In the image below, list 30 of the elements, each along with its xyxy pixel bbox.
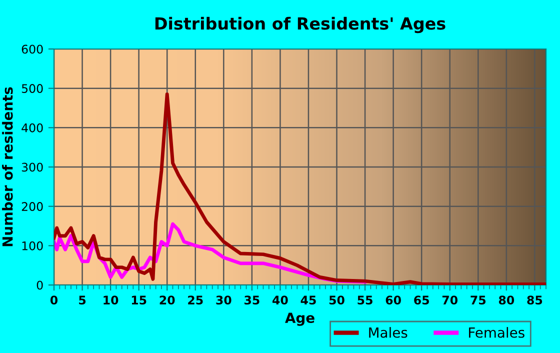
legend-label: Females — [469, 327, 524, 338]
y-tick-label: 300 — [22, 162, 43, 172]
y-tick-label: 200 — [22, 202, 43, 211]
x-tick-label: 70 — [442, 296, 458, 305]
x-axis-title: Age — [285, 312, 314, 326]
x-tick-label: 40 — [272, 296, 288, 305]
x-tick-label: 75 — [470, 296, 486, 305]
y-tick-label: 600 — [22, 44, 43, 54]
x-tick-label: 25 — [188, 296, 203, 305]
x-tick-label: 0 — [50, 296, 58, 305]
chart-title: Distribution of Residents' Ages — [155, 16, 446, 34]
y-tick-label: 100 — [22, 241, 43, 250]
x-tick-label: 20 — [160, 296, 175, 305]
x-tick-label: 10 — [104, 296, 118, 305]
x-tick-label: 55 — [358, 296, 372, 305]
x-tick-label: 45 — [300, 296, 316, 305]
x-tick-label: 85 — [527, 296, 542, 305]
y-axis-title: Number of residents — [2, 87, 13, 246]
x-tick-label: 80 — [498, 296, 514, 305]
x-tick-label: 50 — [329, 296, 344, 305]
x-tick-label: 5 — [79, 296, 86, 305]
y-tick-label: 0 — [36, 280, 43, 290]
x-tick-label: 60 — [386, 296, 401, 305]
y-tick-label: 500 — [22, 84, 43, 93]
x-tick-label: 15 — [132, 296, 146, 305]
legend-label: Males — [369, 327, 408, 338]
x-tick-label: 35 — [244, 296, 260, 305]
x-tick-label: 30 — [216, 296, 232, 305]
y-tick-label: 400 — [22, 123, 43, 132]
x-tick-label: 65 — [414, 296, 429, 305]
